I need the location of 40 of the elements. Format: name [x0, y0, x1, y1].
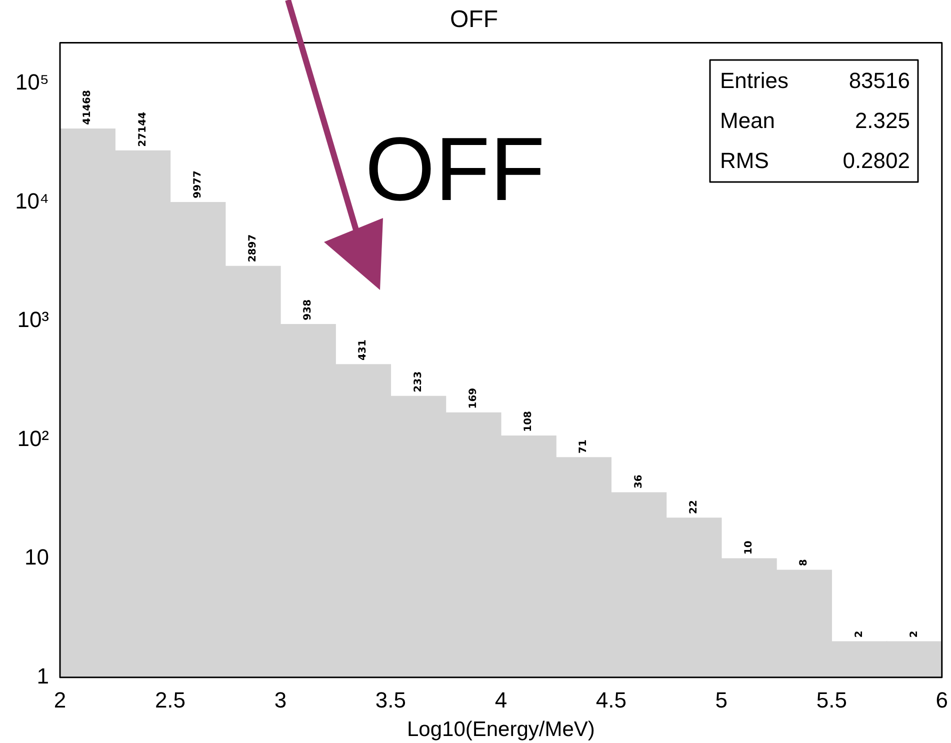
annotation: Entries — [720, 68, 788, 94]
data-label: 233 — [412, 371, 424, 392]
x-tick-label: 5 — [715, 688, 728, 713]
x-tick-label: 4.5 — [596, 688, 626, 713]
y-tick-label: 10 — [24, 544, 49, 570]
data-label: 938 — [302, 299, 314, 320]
data-label: 22 — [688, 500, 700, 514]
y-tick-label: 10² — [17, 426, 49, 451]
data-label: 431 — [358, 340, 369, 360]
chart-title: OFF — [450, 6, 498, 34]
data-label: 27144 — [137, 112, 148, 147]
annotation: 2.325 — [854, 108, 910, 134]
x-tick-label: 2 — [54, 688, 66, 713]
data-label: 108 — [523, 410, 534, 432]
y-tick-label: 1 — [36, 663, 49, 688]
x-axis-title: Log10(Energy/MeV) — [406, 718, 595, 742]
data-label: 10 — [744, 540, 755, 555]
annotation: Mean — [720, 108, 776, 134]
x-tick-label: 2.5 — [154, 688, 186, 713]
x-tick-label: 3.5 — [375, 688, 406, 713]
y-tick-label: 10⁵ — [15, 70, 49, 95]
data-label: 41468 — [82, 90, 94, 125]
data-label: 2 — [908, 630, 920, 638]
y-tick-label: 10³ — [17, 307, 49, 332]
data-label: 169 — [468, 388, 479, 409]
x-tick-label: 5.5 — [816, 688, 847, 713]
x-tick-label: 3 — [274, 688, 287, 713]
data-label: 2 — [854, 630, 865, 638]
annotation: 0.2802 — [842, 148, 910, 174]
data-label: 71 — [578, 440, 590, 454]
x-tick-label: 4 — [494, 688, 508, 713]
x-tick-label: 6 — [936, 688, 948, 713]
annotation: 83516 — [848, 68, 910, 94]
data-label: 8 — [798, 559, 810, 566]
data-label: 36 — [633, 474, 644, 489]
annotation: OFF — [365, 120, 545, 220]
data-label: 2897 — [248, 234, 259, 262]
data-label: 9977 — [192, 170, 204, 198]
annotation: RMS — [720, 148, 769, 174]
y-tick-label: 10⁴ — [15, 188, 49, 214]
